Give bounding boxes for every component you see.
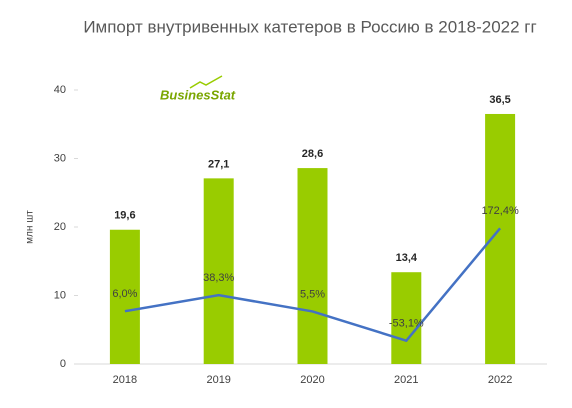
bar-value-label: 28,6: [302, 148, 323, 160]
logo: BusinesStat: [160, 87, 236, 102]
y-tick-label: 10: [54, 289, 66, 301]
bar: [391, 272, 422, 364]
y-tick-label: 20: [54, 221, 66, 233]
bar: [109, 229, 140, 364]
bar-value-label: 13,4: [396, 252, 418, 264]
x-tick-label: 2022: [488, 374, 512, 386]
growth-label: -53,1%: [389, 318, 424, 330]
x-tick-label: 2019: [206, 374, 230, 386]
growth-label: 6,0%: [112, 288, 137, 300]
y-axis-label: млн шт: [25, 210, 36, 244]
x-tick-label: 2018: [113, 374, 137, 386]
x-tick-label: 2020: [300, 374, 324, 386]
growth-label: 172,4%: [481, 205, 519, 217]
bar: [297, 168, 328, 364]
bar-value-label: 19,6: [114, 210, 135, 222]
bar-value-label: 27,1: [208, 158, 229, 170]
bar: [203, 178, 234, 364]
growth-label: 38,3%: [203, 272, 234, 284]
x-tick-label: 2021: [394, 374, 418, 386]
bar-value-label: 36,5: [489, 94, 510, 106]
y-tick-label: 0: [60, 358, 66, 370]
y-tick-label: 40: [54, 84, 66, 96]
y-tick-label: 30: [54, 152, 66, 164]
growth-label: 5,5%: [300, 288, 325, 300]
chart-title: Импорт внутривенных катетеров в Россию в…: [83, 17, 536, 36]
logo-swoosh: [189, 75, 223, 89]
growth-line: [124, 227, 502, 343]
